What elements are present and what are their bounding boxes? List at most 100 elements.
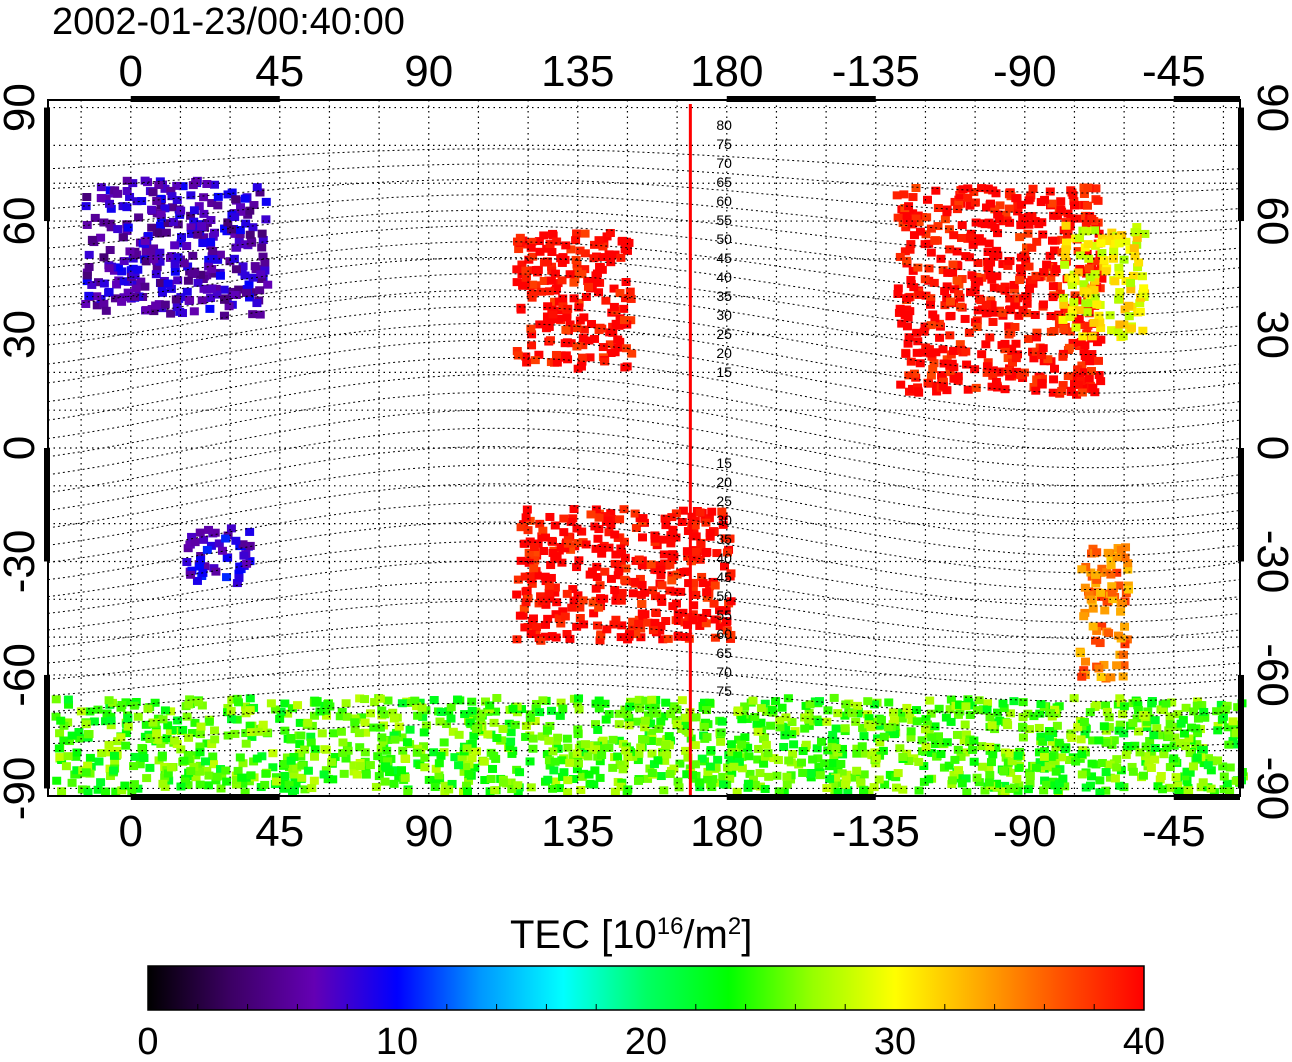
tec-cell (104, 287, 114, 296)
tec-cell (235, 226, 245, 235)
tec-cell (1023, 785, 1033, 794)
tec-cell (321, 706, 331, 715)
tec-cell (1073, 268, 1083, 277)
tec-cell (946, 311, 956, 320)
tec-cell (1185, 749, 1195, 758)
tec-cell (1123, 559, 1133, 568)
tec-cell (1108, 254, 1118, 263)
tec-cell (1034, 220, 1044, 229)
frame-bar (130, 794, 280, 800)
tec-cell (1193, 714, 1203, 723)
tec-cell (1164, 726, 1174, 735)
tec-cell (338, 738, 348, 747)
tec-cell (622, 362, 632, 371)
tec-cell (524, 558, 534, 567)
tec-cell (131, 284, 141, 293)
tec-cell (995, 201, 1005, 210)
tec-cell (295, 718, 305, 727)
tec-cell (240, 788, 250, 797)
tec-cell (554, 614, 564, 623)
tec-cell (906, 733, 916, 742)
tec-cell (1219, 772, 1229, 781)
tec-cell (400, 773, 410, 782)
tec-cell (1134, 258, 1144, 267)
tec-cell (516, 305, 526, 314)
tec-cell (610, 787, 620, 796)
tec-cell (380, 777, 390, 786)
tec-cell (960, 314, 970, 323)
tec-cell (1182, 767, 1192, 776)
tec-cell (201, 757, 211, 766)
tec-cell (878, 746, 888, 755)
tec-cell (961, 774, 971, 783)
tec-cell (860, 749, 870, 758)
tec-cell (419, 742, 429, 751)
tec-cell (627, 349, 637, 358)
tec-cell (597, 253, 607, 262)
tec-cell (187, 729, 197, 738)
tec-cell (675, 759, 685, 768)
contour-line (47, 391, 1241, 469)
tec-cell (106, 223, 116, 232)
tec-cell (59, 721, 69, 730)
tec-cell (1112, 553, 1122, 562)
tec-cell (1065, 312, 1075, 321)
tec-cell (953, 766, 963, 775)
tec-cell (921, 715, 931, 724)
tec-cell (492, 733, 502, 742)
tec-cell (1085, 781, 1095, 790)
tec-cell (1002, 718, 1012, 727)
tec-cell (600, 567, 610, 576)
tec-cell (1001, 753, 1011, 762)
tec-cell (1165, 763, 1175, 772)
tec-cell (1141, 742, 1151, 751)
tec-cell (390, 766, 400, 775)
tec-cell (1080, 583, 1090, 592)
tec-cell (994, 367, 1004, 376)
tec-cell (454, 730, 464, 739)
tec-cell (931, 381, 941, 390)
tec-cell (1113, 328, 1123, 337)
tec-cell (1087, 332, 1097, 341)
tec-cell (919, 327, 929, 336)
tec-cell (1084, 591, 1094, 600)
tec-cell (965, 288, 975, 297)
tec-cell (315, 707, 325, 716)
tec-cell (519, 539, 529, 548)
colorbar-gradient (147, 965, 1145, 1011)
tec-cell (216, 784, 226, 793)
tec-cell (330, 752, 340, 761)
tec-cell (211, 284, 221, 293)
tec-cell (650, 592, 660, 601)
tec-cell (893, 289, 903, 298)
tec-cell (118, 233, 128, 242)
tec-cell (558, 607, 568, 616)
tec-cell (697, 754, 707, 763)
tec-cell (148, 718, 158, 727)
tec-cell (987, 301, 997, 310)
tec-cell (238, 262, 248, 271)
tec-cell (859, 770, 869, 779)
tec-cell (381, 762, 391, 771)
tec-cell (543, 775, 553, 784)
tec-cell (195, 780, 205, 789)
tec-cell (611, 550, 621, 559)
tec-cell (614, 720, 624, 729)
tec-cell (158, 779, 168, 788)
tec-cell (977, 350, 987, 359)
tec-cell (594, 525, 604, 534)
tec-cell (1040, 762, 1050, 771)
tec-cell (319, 770, 329, 779)
tec-cell (972, 322, 982, 331)
tec-cell (1089, 286, 1099, 295)
tec-cell (1113, 631, 1123, 640)
tec-cell (123, 714, 133, 723)
tec-cell (551, 777, 561, 786)
tec-cell (431, 764, 441, 773)
tec-cell (553, 733, 563, 742)
tec-cell (954, 280, 964, 289)
tec-cell (934, 704, 944, 713)
tec-cell (625, 702, 635, 711)
tec-cell (912, 348, 922, 357)
tec-cell (545, 512, 555, 521)
